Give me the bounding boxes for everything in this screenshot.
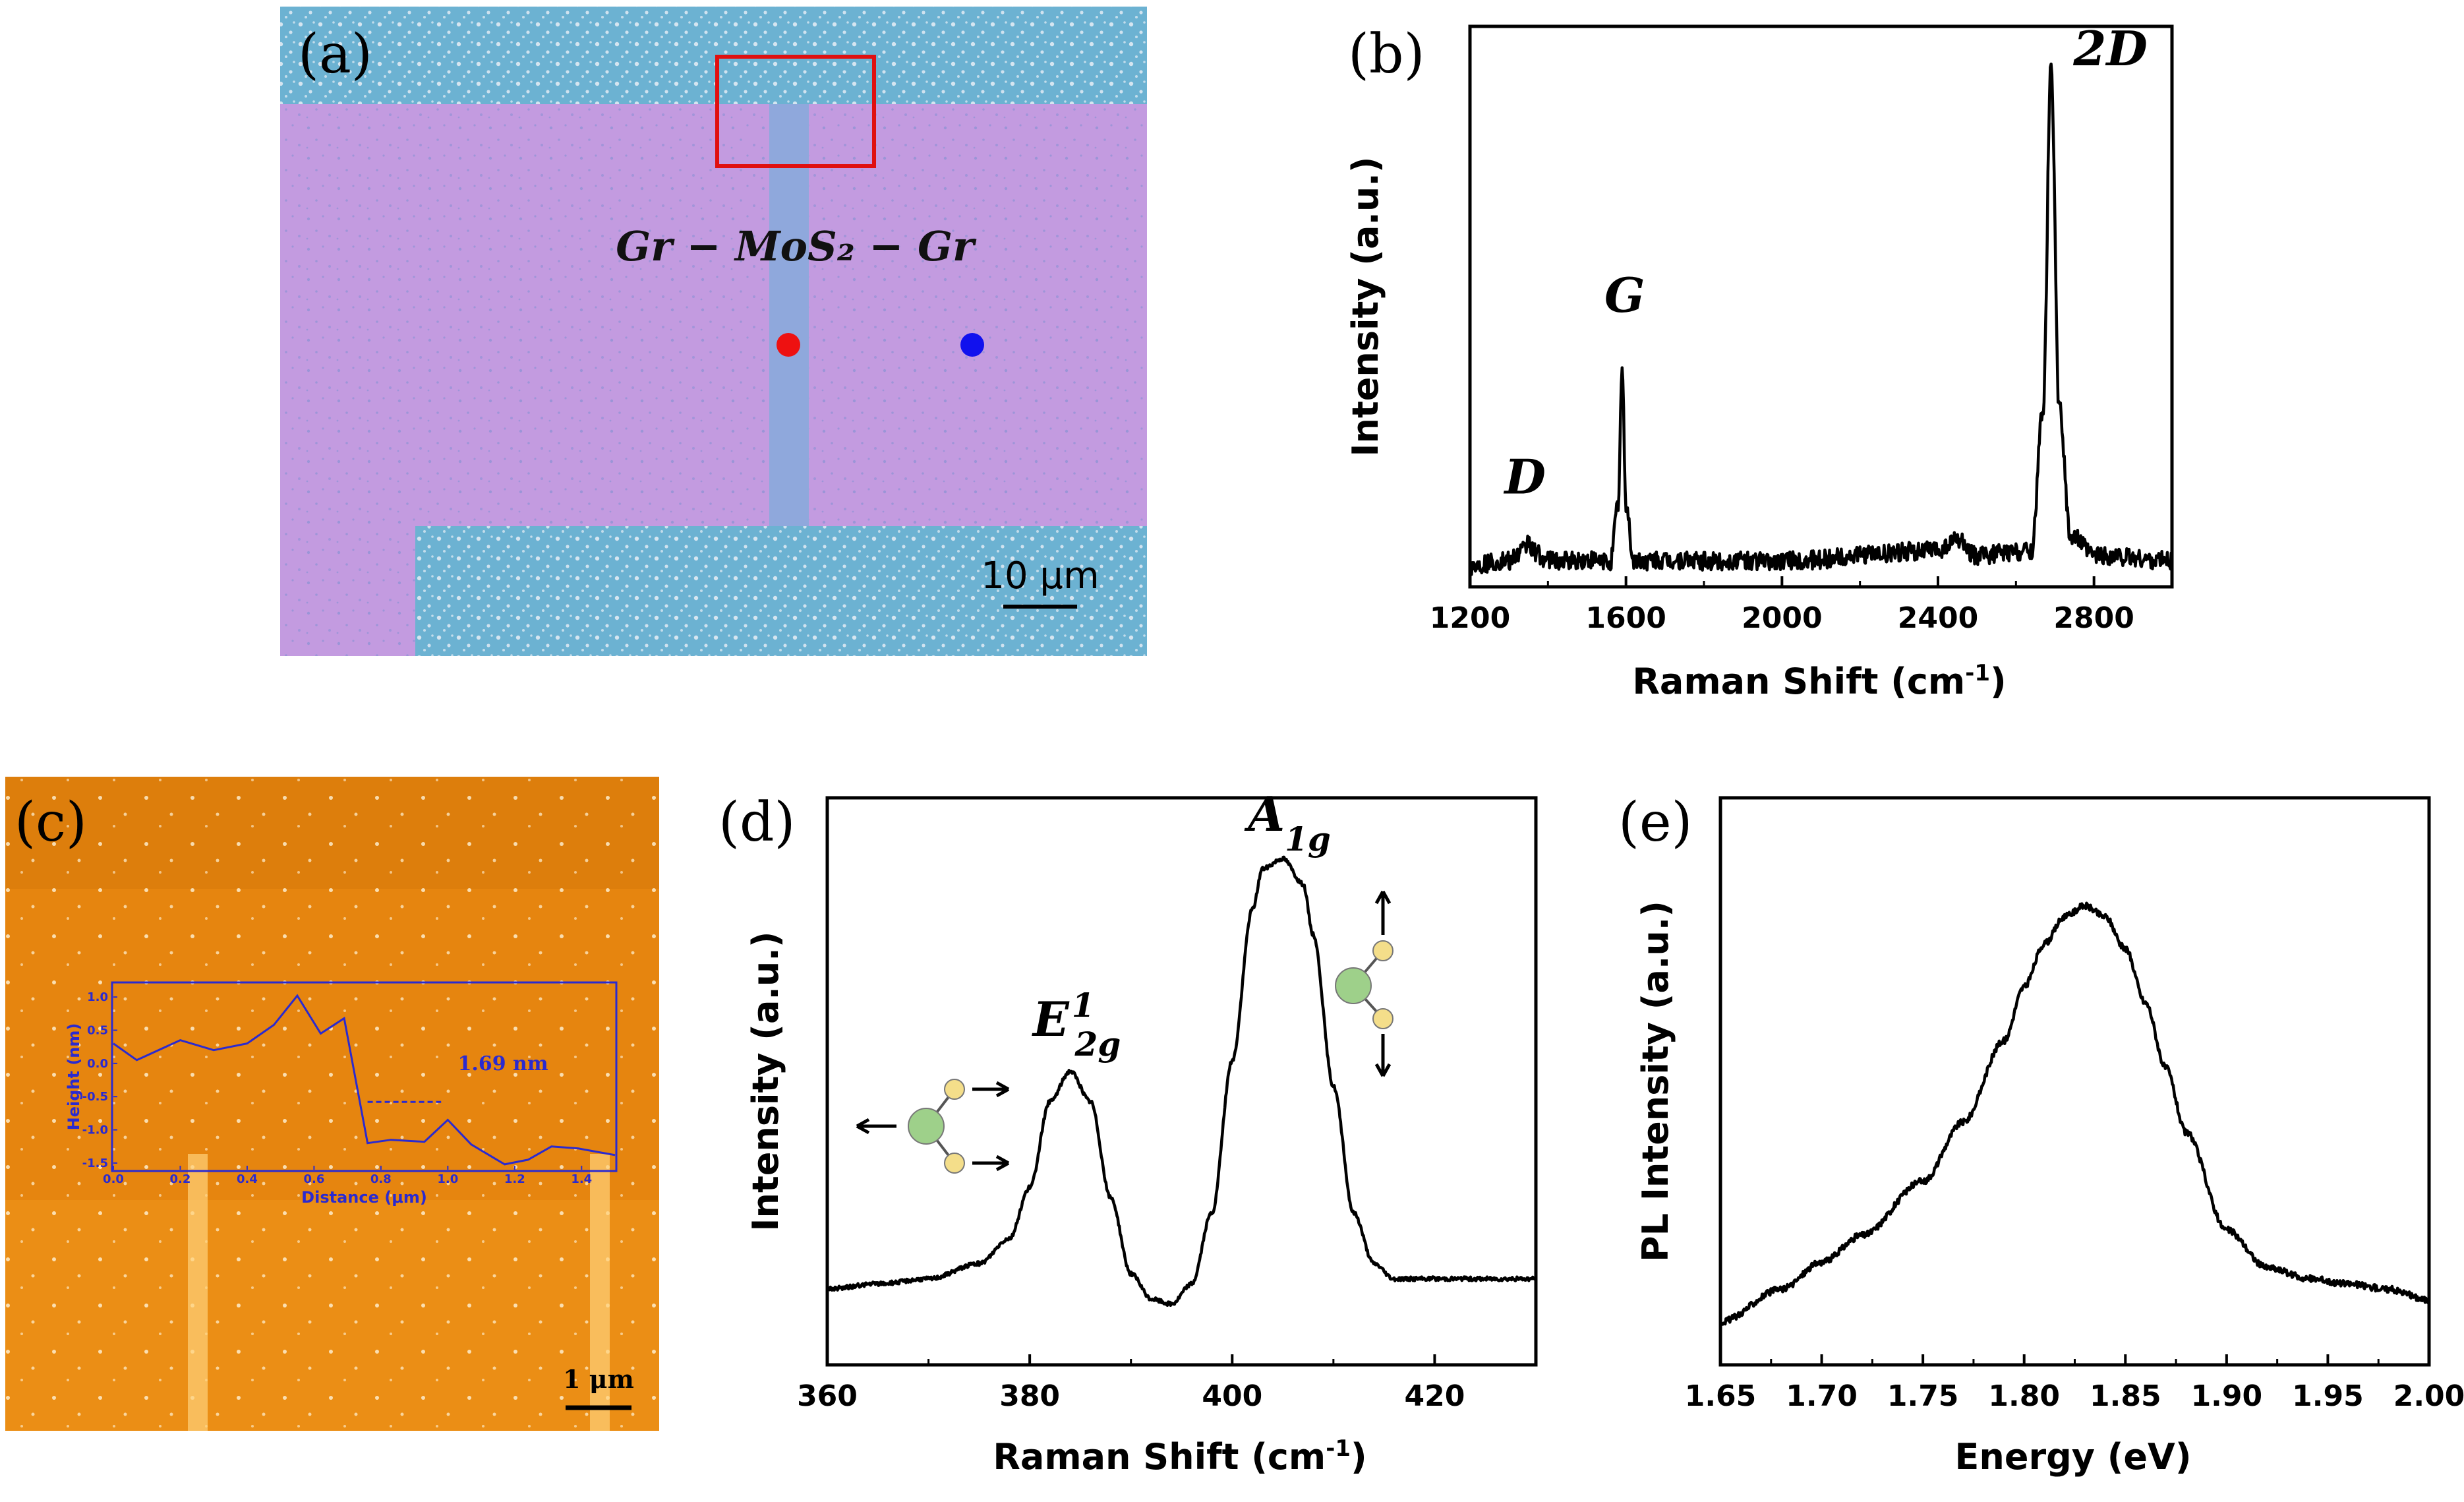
peak-label: 2D	[2072, 20, 2148, 76]
x-tick-label: 1.75	[1887, 1379, 1959, 1413]
series-line	[826, 855, 1537, 1307]
top-graphene-texture	[280, 7, 1147, 104]
graphene-channel	[769, 104, 809, 526]
x-axis-title-sup: -1	[1326, 1435, 1351, 1462]
afm-bright-stripe-right	[590, 1154, 610, 1431]
e2g-vibration-icon	[856, 1079, 1010, 1174]
step-height-annotation: 1.69 nm	[458, 1052, 548, 1075]
inset-y-tick-label: 1.0	[87, 990, 108, 1004]
peak-label: G	[1604, 267, 1645, 323]
x-tick-label: 2800	[2053, 601, 2134, 635]
inset-series-line	[113, 994, 616, 1166]
chart-b: 1200 1600 2000 2400 2800 Raman Shift (cm-1) In…	[1345, 20, 2174, 702]
peak-label-sub: 1g	[1285, 819, 1331, 858]
inset-x-axis-title: Distance (μm)	[301, 1188, 427, 1207]
x-tick-label: 1600	[1585, 601, 1666, 635]
x-tick-label: 1.90	[2191, 1379, 2263, 1413]
afm-bright-stripe-left	[188, 1154, 208, 1431]
panel-c: 0.0 0.2 0.4 0.6 0.8 1.0 1.2 1.4 1.0 0.5 0.0 -0.5 -1.…	[5, 777, 659, 1431]
s-atom-top	[944, 1079, 965, 1100]
x-axis-title: Energy (eV)	[1954, 1436, 2191, 1478]
y-axis-title: Intensity (a.u.)	[745, 931, 786, 1231]
arrow-right-top-icon	[972, 1081, 1010, 1098]
arrow-right-bottom-icon	[972, 1155, 1010, 1172]
inset-y-tick-label: 0.0	[87, 1057, 108, 1071]
inset-x-tick-label: 0.6	[303, 1172, 324, 1186]
blue-measurement-dot	[960, 333, 984, 357]
panel-e: (e) 1.65 1.70 1.75 1.80 1.85 1.90 1.95 2.00 Ener…	[1618, 791, 2464, 1478]
x-tick-label: 1.70	[1786, 1379, 1858, 1413]
panel-e-letter: (e)	[1618, 791, 1693, 854]
inset-y-axis-title: Height (nm)	[65, 1023, 83, 1131]
bottom-graphene-texture	[415, 526, 1147, 656]
x-tick-label: 1200	[1430, 601, 1510, 635]
panel-b-letter: (b)	[1348, 23, 1424, 86]
red-measurement-dot	[777, 333, 800, 357]
mo-atom	[908, 1108, 945, 1145]
x-tick-label: 360	[797, 1379, 858, 1413]
x-tick-label: 2.00	[2393, 1379, 2464, 1413]
chart-c-inset: 0.0 0.2 0.4 0.6 0.8 1.0 1.2 1.4 1.0 0.5 0.0 -0.5 -1.…	[65, 990, 616, 1207]
x-tick-label: 1.65	[1685, 1379, 1757, 1413]
peak-label-e2g: E1 2g	[1032, 985, 1121, 1063]
chart-d: 360 380 400 420 Raman Shift (cm-1) Intensity …	[745, 786, 1538, 1478]
panel-a-letter: (a)	[298, 23, 372, 86]
x-tick-label: 2400	[1898, 601, 1978, 635]
arrow-left-icon	[856, 1118, 896, 1135]
x-axis-title: Raman Shift (cm-1)	[993, 1435, 1366, 1478]
x-tick-label: 400	[1202, 1379, 1262, 1413]
series-line	[1718, 901, 2430, 1326]
inset-x-tick-label: 0.8	[370, 1172, 392, 1186]
x-tick-label: 1.85	[2090, 1379, 2161, 1413]
x-tick-label: 2000	[1742, 601, 1822, 635]
s-atom-bottom	[1372, 1008, 1393, 1029]
plot-frame	[825, 796, 1538, 1367]
region-highlight-box	[715, 55, 876, 168]
peak-label: D	[1504, 448, 1546, 504]
plot-frame	[1468, 24, 2174, 589]
x-axis-title: Raman Shift (cm-1)	[1632, 660, 2006, 702]
x-axis-title-end: )	[1990, 661, 2007, 702]
inset-y-tick-label: -1.5	[82, 1157, 108, 1170]
inset-y-tick-label: 0.5	[87, 1024, 108, 1038]
arrow-down-icon	[1374, 1034, 1392, 1077]
chart-e: 1.65 1.70 1.75 1.80 1.85 1.90 1.95 2.00 Energy (…	[1635, 796, 2464, 1478]
panel-a: Gr − MoS₂ − Gr 10 μm (a)	[280, 7, 1147, 656]
series-line	[1468, 62, 2174, 576]
inset-x-tick-label: 1.4	[571, 1172, 592, 1186]
inset-x-tick-label: 0.0	[103, 1172, 124, 1186]
height-profile-inset	[111, 981, 618, 1172]
scale-bar-label: 10 μm	[981, 555, 1099, 597]
panel-d-letter: (d)	[719, 791, 795, 854]
inset-x-tick-label: 1.2	[504, 1172, 525, 1186]
device-label: Gr − MoS₂ − Gr	[616, 222, 977, 270]
x-tick-label: 1.95	[2292, 1379, 2364, 1413]
panel-b: (b) 1200 1600 2000 2400 2800 Raman Shift (cm-…	[1345, 20, 2174, 702]
arrow-up-icon	[1374, 890, 1392, 935]
inset-x-tick-label: 1.0	[437, 1172, 458, 1186]
afm-texture	[5, 777, 659, 1431]
panel-d: (d) 360 380 400 420 Raman Shift (cm-1) Intens…	[719, 786, 1538, 1478]
y-axis-title: Intensity (a.u.)	[1345, 156, 1386, 456]
x-tick-label: 1.80	[1988, 1379, 2060, 1413]
y-axis-title: PL Intensity (a.u.)	[1635, 901, 1676, 1262]
peak-label-sup: 1	[1072, 985, 1095, 1024]
mo-atom	[1335, 967, 1372, 1004]
x-axis-title-end: )	[1351, 1436, 1367, 1478]
x-tick-label: 420	[1404, 1379, 1465, 1413]
inset-x-tick-label: 0.4	[237, 1172, 258, 1186]
s-atom-bottom	[944, 1153, 965, 1174]
scale-bar-label-c: 1 μm	[563, 1364, 634, 1394]
s-atom-top	[1372, 940, 1393, 961]
a1g-vibration-icon	[1335, 890, 1393, 1077]
inset-x-tick-label: 0.2	[170, 1172, 191, 1186]
inset-y-tick-label: -0.5	[82, 1090, 108, 1104]
x-axis-title-sup: -1	[1965, 660, 1990, 686]
x-tick-label: 380	[999, 1379, 1060, 1413]
inset-y-tick-label: -1.0	[82, 1124, 108, 1137]
peak-label-sub: 2g	[1074, 1024, 1121, 1063]
panel-c-letter: (c)	[15, 791, 87, 854]
